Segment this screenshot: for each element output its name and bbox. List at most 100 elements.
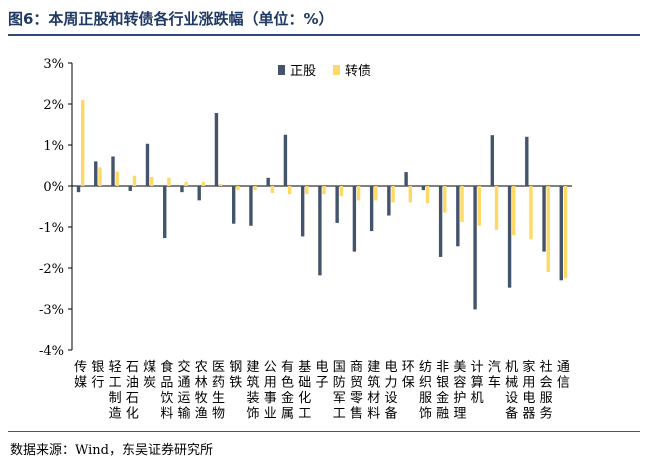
x-tick-label: 国防军工: [333, 360, 346, 422]
title-divider: [8, 34, 640, 36]
x-tick-label: 机械设备: [505, 360, 518, 422]
source-divider: [8, 431, 640, 432]
x-tick-label: 煤炭: [143, 360, 156, 391]
legend-swatch-stock: [278, 65, 285, 75]
bar-stock: [525, 136, 529, 186]
x-tick-label: 家用电器: [522, 359, 535, 422]
x-tick-label: 轻工制造: [109, 360, 122, 422]
x-tick-label: 建筑材料: [367, 360, 380, 422]
x-tick-label: 计算机: [471, 360, 484, 406]
bar-bond: [494, 186, 499, 230]
bar-bond: [218, 183, 223, 186]
bar-bond: [184, 181, 188, 186]
x-tick-label: 汽车: [488, 360, 501, 391]
x-tick-label: 钢铁: [229, 360, 242, 391]
bar-stock: [231, 186, 236, 224]
bar-bond: [305, 186, 309, 195]
bar-bond: [339, 186, 344, 197]
bar-bond: [167, 177, 171, 186]
x-tick-label: 石油石化: [126, 360, 139, 422]
bar-stock: [490, 135, 495, 186]
source-note: 数据来源：Wind，东吴证券研究所: [10, 443, 213, 458]
bar-stock: [180, 186, 184, 193]
bar-stock: [456, 186, 460, 247]
bar-bond: [477, 186, 481, 226]
bar-stock: [145, 143, 150, 186]
bar-stock: [94, 161, 98, 186]
y-tick-label: 2%: [43, 98, 64, 113]
bar-bond: [132, 175, 137, 186]
bar-bond: [98, 167, 102, 186]
y-tick-label: -4%: [39, 344, 64, 359]
x-tick-label: 交通运输: [178, 359, 191, 422]
bar-stock: [266, 177, 270, 186]
x-tick-label: 建筑装饰: [247, 360, 260, 422]
x-tick-label: 电子: [315, 360, 328, 391]
bar-stock: [318, 186, 322, 276]
bar-bond: [529, 186, 533, 240]
bar-bond: [81, 99, 85, 186]
x-tick-label: 银行: [91, 360, 104, 391]
x-tick-label: 食品饮料: [160, 359, 173, 422]
y-tick-label: -3%: [39, 303, 64, 318]
bar-stock: [473, 186, 477, 310]
bar-bond: [253, 186, 257, 191]
bar-stock: [249, 186, 253, 226]
legend-label-bond: 转债: [345, 64, 371, 79]
bar-bond: [115, 171, 119, 186]
bar-stock: [352, 186, 357, 252]
bar-stock: [369, 186, 374, 232]
x-tick-label: 纺织服饰: [419, 360, 432, 422]
x-tick-label: 有色金属: [281, 360, 294, 422]
bar-bond: [149, 176, 154, 186]
bar-bond: [425, 186, 430, 204]
bar-bond: [460, 186, 464, 223]
y-tick-label: 0%: [43, 180, 64, 195]
bar-stock: [404, 172, 408, 186]
bar-stock: [507, 186, 512, 288]
x-tick-label: 公用事业: [264, 360, 277, 422]
bar-bond: [391, 186, 395, 203]
bar-stock: [421, 186, 426, 191]
y-tick-label: 1%: [43, 139, 64, 154]
y-tick-label: -1%: [39, 221, 64, 236]
bar-stock: [76, 186, 81, 193]
x-tick-label: 基础化工: [298, 360, 311, 422]
bar-bond: [512, 186, 516, 236]
bar-bond: [546, 186, 550, 273]
bar-stock: [559, 186, 563, 281]
chart-title: 图6：本周正股和转债各行业涨跌幅（单位：%）: [8, 10, 334, 28]
bar-chart: 3% 2% 1% 0% -1% -2% -3% -4% 传媒银行轻工制造石油石化煤炭食品饮料交通…: [39, 57, 572, 422]
bar-stock: [387, 186, 391, 216]
x-tick-label: 环保: [402, 360, 415, 391]
bar-stock: [214, 113, 219, 186]
bar-stock: [128, 186, 132, 191]
x-tick-label: 美容护理: [453, 360, 466, 422]
x-tick-label: 非银金融: [436, 360, 449, 422]
bar-stock: [542, 186, 546, 252]
bar-stock: [438, 186, 443, 257]
bar-stock: [197, 186, 201, 201]
bar-bond: [270, 186, 275, 193]
bar-stock: [163, 186, 167, 239]
x-tick-label: 社会服务: [540, 359, 553, 422]
bar-bond: [563, 186, 568, 279]
x-tick-label: 传媒: [74, 360, 87, 391]
bar-stock: [111, 156, 115, 186]
legend-label-stock: 正股: [290, 64, 316, 79]
bar-bond: [408, 186, 413, 203]
bar-stock: [335, 186, 339, 223]
bar-bond: [322, 186, 326, 195]
bar-bond: [236, 186, 240, 191]
legend-swatch-bond: [333, 65, 340, 75]
bar-bond: [443, 186, 447, 213]
y-tick-label: 3%: [43, 57, 64, 72]
x-tick-label: 电力设备: [384, 360, 397, 422]
y-tick-label: -2%: [39, 262, 64, 277]
bar-bond: [356, 186, 361, 201]
bar-stock: [300, 186, 305, 237]
bar-bond: [374, 186, 378, 201]
x-tick-label: 通信: [557, 360, 570, 391]
bar-bond: [287, 186, 292, 195]
x-tick-label: 农林牧渔: [195, 360, 208, 422]
